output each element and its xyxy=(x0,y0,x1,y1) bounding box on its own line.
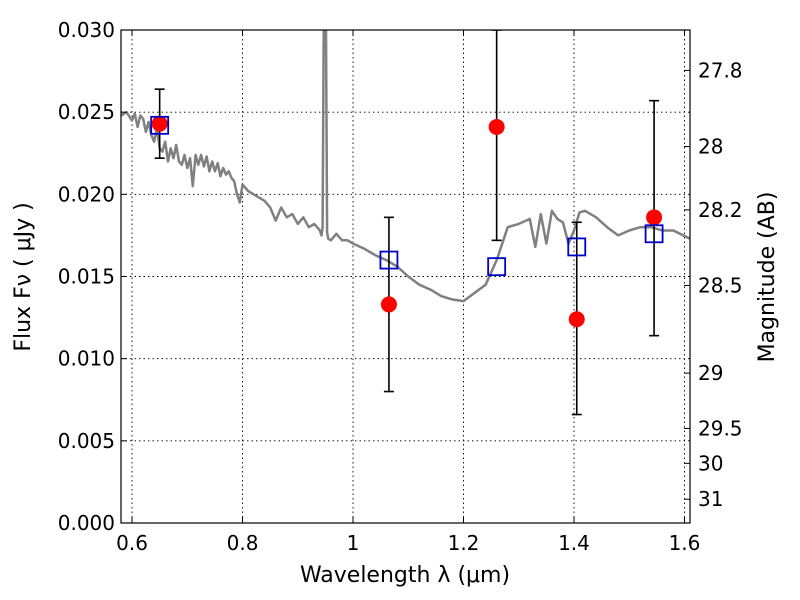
y-axis-right-label: Magnitude (AB) xyxy=(755,192,780,363)
observed-point xyxy=(646,209,663,226)
x-tick-label: 0.8 xyxy=(227,531,259,555)
y-tick-label: 0.015 xyxy=(58,265,115,289)
mag-tick-label: 30 xyxy=(698,451,723,475)
x-tick-label: 0.6 xyxy=(116,531,148,555)
mag-tick-label: 27.8 xyxy=(698,58,743,82)
y-tick-label: 0.005 xyxy=(58,429,115,453)
data-layer xyxy=(121,30,690,416)
mag-tick-label: 29.5 xyxy=(698,416,743,440)
observed-point xyxy=(380,296,397,313)
mag-tick-label: 28.2 xyxy=(698,198,743,222)
x-axis-label: Wavelength λ (μm) xyxy=(300,563,510,588)
mag-tick-label: 28 xyxy=(698,135,723,159)
model-spectrum-line xyxy=(121,30,690,303)
y-tick-label: 0.025 xyxy=(58,100,115,124)
x-tick-label: 1.2 xyxy=(448,531,480,555)
model-photometry-marker xyxy=(379,250,399,270)
x-tick-label: 1.6 xyxy=(669,531,701,555)
x-tick-label: 1 xyxy=(347,531,360,555)
y-tick-label: 0.030 xyxy=(58,18,115,42)
model-photometry-marker xyxy=(487,257,507,277)
model-photometry-marker xyxy=(150,115,170,135)
y-axis-label: Flux Fν ( μJy ) xyxy=(11,202,36,351)
observed-point xyxy=(488,118,505,135)
mag-tick-label: 28.5 xyxy=(698,273,743,297)
y-tick-label: 0.010 xyxy=(58,347,115,371)
grid-layer xyxy=(121,29,690,524)
mag-tick-label: 29 xyxy=(698,361,723,385)
model-photometry-marker xyxy=(644,224,664,244)
observed-point xyxy=(151,115,168,132)
mag-tick-label: 31 xyxy=(698,487,723,511)
observed-point xyxy=(568,311,585,328)
y-tick-label: 0.020 xyxy=(58,182,115,206)
tick-layer: 0.6 0.8 1 1.2 1.4 1.6 0.000 0.005 0.010 0.015 0.02… xyxy=(58,18,743,555)
x-tick-label: 1.4 xyxy=(558,531,590,555)
model-photometry-marker xyxy=(567,237,587,257)
y-tick-label: 0.000 xyxy=(58,511,115,535)
